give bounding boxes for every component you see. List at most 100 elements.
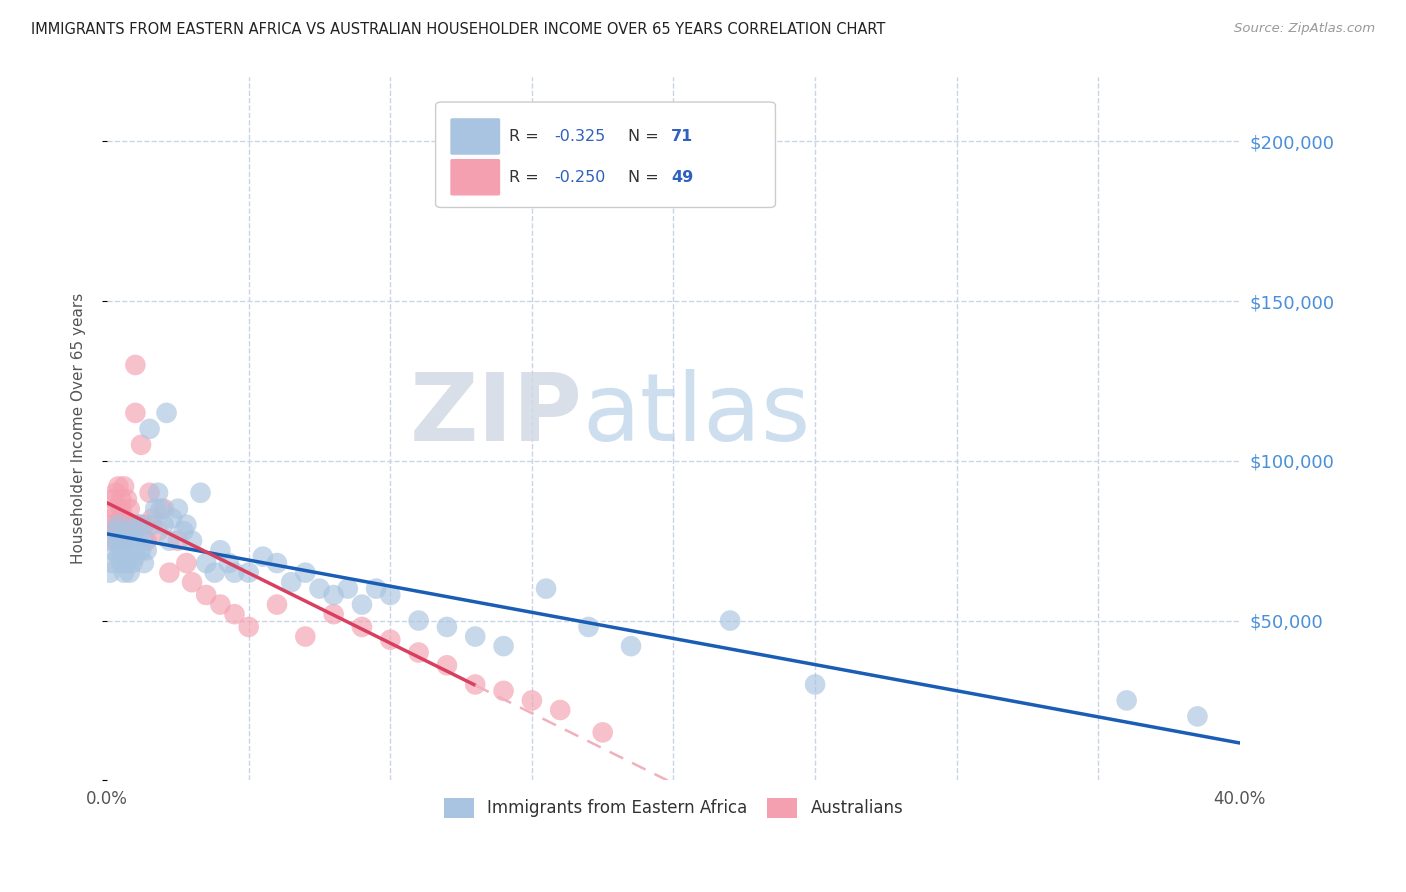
Text: -0.250: -0.250 [554, 169, 606, 185]
Point [224, 566, 246, 580]
Point [620, 639, 643, 653]
Point [112, 479, 135, 493]
Point [129, 543, 152, 558]
Point [173, 524, 195, 538]
Point [167, 501, 190, 516]
Point [132, 556, 155, 570]
Point [118, 533, 141, 548]
Point [115, 492, 138, 507]
Y-axis label: Householder Income Over 65 years: Householder Income Over 65 years [72, 293, 86, 565]
Point [115, 524, 138, 538]
Point [98, 566, 121, 580]
Point [118, 501, 141, 516]
Point [218, 556, 240, 570]
Point [176, 517, 198, 532]
Point [110, 492, 132, 507]
Point [143, 501, 166, 516]
Point [266, 556, 288, 570]
Point [308, 582, 330, 596]
Point [548, 703, 571, 717]
Point [1115, 693, 1137, 707]
Point [592, 725, 614, 739]
Point [149, 501, 172, 516]
Point [380, 632, 402, 647]
Point [238, 620, 260, 634]
Text: ZIP: ZIP [411, 368, 583, 461]
Point [138, 485, 160, 500]
Text: 49: 49 [671, 169, 693, 185]
Point [294, 630, 316, 644]
Point [464, 677, 486, 691]
Point [107, 517, 129, 532]
Point [520, 693, 543, 707]
Point [118, 549, 141, 564]
Point [155, 406, 177, 420]
Point [146, 524, 169, 538]
Point [350, 620, 373, 634]
Point [266, 598, 288, 612]
Point [124, 537, 146, 551]
Point [110, 501, 132, 516]
Point [127, 517, 149, 532]
Text: -0.325: -0.325 [554, 129, 606, 144]
Point [118, 566, 141, 580]
Point [464, 630, 486, 644]
Point [322, 588, 344, 602]
Point [121, 517, 143, 532]
Point [350, 598, 373, 612]
Point [152, 501, 174, 516]
Point [124, 406, 146, 420]
Point [101, 511, 124, 525]
Point [110, 543, 132, 558]
Point [132, 533, 155, 548]
Point [534, 582, 557, 596]
Point [152, 517, 174, 532]
Point [135, 533, 157, 548]
Point [209, 543, 232, 558]
Point [135, 543, 157, 558]
Point [141, 511, 163, 525]
Point [181, 575, 204, 590]
Point [127, 533, 149, 548]
Point [112, 511, 135, 525]
Point [112, 566, 135, 580]
Point [176, 556, 198, 570]
Point [492, 683, 515, 698]
Point [190, 485, 212, 500]
Point [157, 566, 180, 580]
Point [104, 524, 127, 538]
Point [195, 588, 218, 602]
Point [115, 556, 138, 570]
Point [127, 517, 149, 532]
FancyBboxPatch shape [450, 159, 501, 195]
Point [294, 566, 316, 580]
FancyBboxPatch shape [450, 119, 501, 154]
Point [280, 575, 302, 590]
Point [104, 533, 127, 548]
Point [112, 549, 135, 564]
FancyBboxPatch shape [436, 102, 776, 208]
Point [209, 598, 232, 612]
Point [408, 646, 430, 660]
Point [101, 543, 124, 558]
Point [101, 556, 124, 570]
Point [160, 511, 183, 525]
Point [366, 582, 388, 596]
Point [195, 556, 218, 570]
Point [107, 549, 129, 564]
Text: N =: N = [628, 169, 664, 185]
Point [98, 533, 121, 548]
Text: atlas: atlas [583, 368, 811, 461]
Point [804, 677, 827, 691]
Text: IMMIGRANTS FROM EASTERN AFRICA VS AUSTRALIAN HOUSEHOLDER INCOME OVER 65 YEARS CO: IMMIGRANTS FROM EASTERN AFRICA VS AUSTRA… [31, 22, 886, 37]
Point [121, 556, 143, 570]
Point [112, 533, 135, 548]
Point [224, 607, 246, 622]
Point [132, 517, 155, 532]
Point [181, 533, 204, 548]
Point [107, 479, 129, 493]
Point [380, 588, 402, 602]
Point [112, 533, 135, 548]
Point [252, 549, 274, 564]
Point [436, 620, 458, 634]
